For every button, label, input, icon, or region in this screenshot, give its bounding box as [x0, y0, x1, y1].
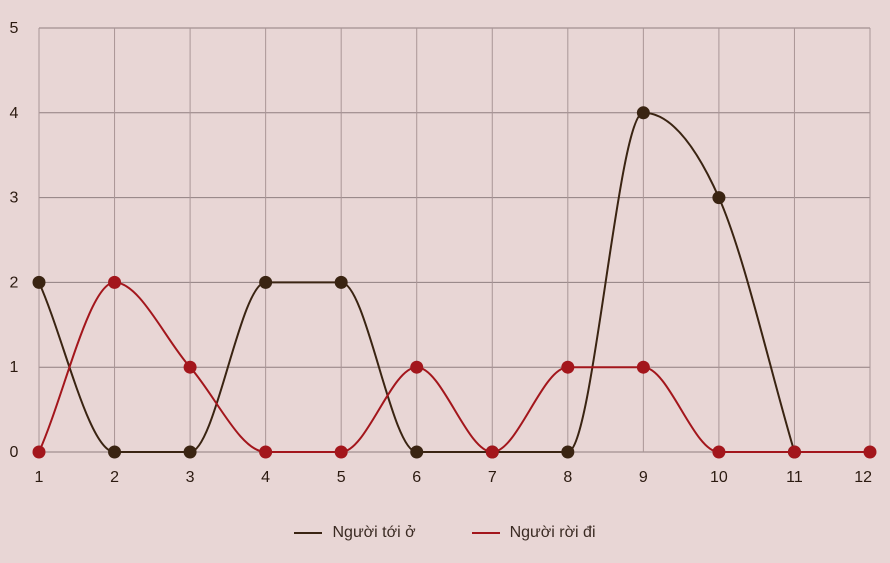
- data-point-1[interactable]: [32, 445, 46, 459]
- x-tick-label: 4: [261, 469, 270, 486]
- y-tick-label: 3: [10, 190, 19, 207]
- y-tick-label: 5: [10, 20, 19, 37]
- data-point-0[interactable]: [32, 275, 46, 289]
- x-tick-label: 7: [488, 469, 497, 486]
- data-point-1[interactable]: [334, 445, 348, 459]
- chart-points: [32, 106, 877, 459]
- chart-grid: [38, 27, 871, 453]
- series-line-1: [38, 281, 870, 454]
- data-point-1[interactable]: [561, 360, 575, 374]
- chart-lines: [38, 111, 870, 454]
- data-point-1[interactable]: [636, 360, 650, 374]
- x-axis-ticks: 1 2 3 4 5 6 7 8 9 10 11 12: [35, 469, 873, 486]
- x-tick-label: 1: [35, 469, 44, 486]
- x-tick-label: 12: [854, 469, 872, 486]
- x-tick-label: 10: [710, 469, 728, 486]
- chart-legend: Người tới ở Người rời đi: [0, 524, 890, 542]
- y-tick-label: 4: [10, 105, 19, 122]
- x-tick-label: 2: [110, 469, 119, 486]
- data-point-1[interactable]: [863, 445, 877, 459]
- legend-label-arrivals: Người tới ở: [332, 524, 416, 541]
- y-axis-ticks: 0 1 2 3 4 5: [10, 20, 19, 461]
- legend-item-departures[interactable]: Người rời đi: [471, 524, 596, 542]
- data-point-0[interactable]: [183, 445, 197, 459]
- x-tick-label: 3: [186, 469, 195, 486]
- data-point-1[interactable]: [712, 445, 726, 459]
- legend-swatch-arrivals: [294, 532, 323, 534]
- x-tick-label: 11: [786, 469, 803, 486]
- data-point-1[interactable]: [108, 275, 122, 289]
- x-tick-label: 6: [412, 469, 421, 486]
- y-tick-label: 2: [10, 274, 19, 291]
- data-point-0[interactable]: [561, 445, 575, 459]
- data-point-0[interactable]: [410, 445, 424, 459]
- data-point-0[interactable]: [108, 445, 122, 459]
- x-tick-label: 9: [639, 469, 648, 486]
- data-point-0[interactable]: [334, 275, 348, 289]
- data-point-0[interactable]: [712, 191, 726, 205]
- data-point-1[interactable]: [787, 445, 801, 459]
- x-tick-label: 5: [337, 469, 346, 486]
- data-point-0[interactable]: [259, 275, 273, 289]
- data-point-1[interactable]: [410, 360, 424, 374]
- legend-label-departures: Người rời đi: [509, 524, 596, 541]
- series-line-0: [38, 111, 796, 454]
- data-point-1[interactable]: [259, 445, 273, 459]
- data-point-0[interactable]: [636, 106, 650, 120]
- x-tick-label: 8: [563, 469, 572, 486]
- data-point-1[interactable]: [183, 360, 197, 374]
- legend-item-arrivals[interactable]: Người tới ở: [294, 524, 416, 542]
- y-tick-label: 1: [10, 359, 19, 376]
- data-point-1[interactable]: [485, 445, 499, 459]
- legend-swatch-departures: [471, 532, 500, 534]
- y-tick-label: 0: [10, 444, 19, 461]
